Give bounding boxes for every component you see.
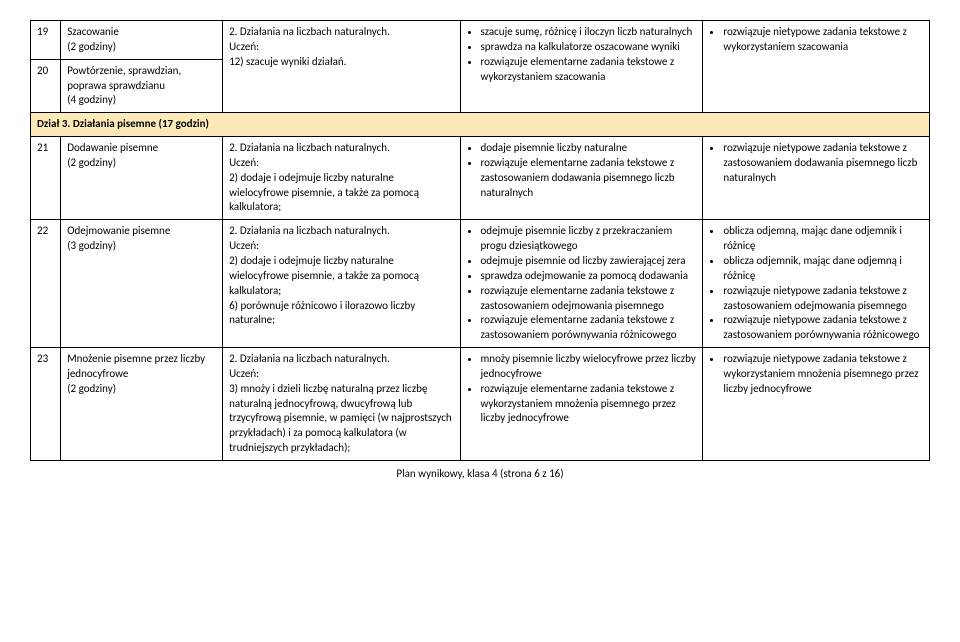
list-item: mnoży pisemnie liczby wielocyfrowe przez…: [481, 352, 697, 382]
core-cell: 2. Działania na liczbach naturalnych. Uc…: [223, 220, 460, 348]
core-item: 6) porównuje różnicowo i ilorazowo liczb…: [229, 299, 415, 327]
table-row: 21 Dodawanie pisemne (2 godziny) 2. Dzia…: [31, 137, 930, 220]
core-label: Uczeń:: [229, 156, 259, 169]
ext-cell: oblicza odjemną, mając dane odjemnik i r…: [703, 220, 930, 348]
list-item: oblicza odjemną, mając dane odjemnik i r…: [723, 224, 923, 254]
basic-cell: odejmuje pisemnie liczby z przekraczanie…: [460, 220, 703, 348]
core-item: 2) dodaje i odejmuje liczby naturalne wi…: [229, 171, 419, 214]
table-row: 19 Szacowanie (2 godziny) 2. Działania n…: [31, 21, 930, 60]
list-item: rozwiązuje nietypowe zadania tekstowe z …: [723, 352, 923, 397]
core-label: Uczeń:: [229, 239, 259, 252]
curriculum-table: 19 Szacowanie (2 godziny) 2. Działania n…: [30, 20, 930, 461]
list-item: rozwiązuje elementarne zadania tekstowe …: [481, 156, 697, 201]
list-item: rozwiązuje elementarne zadania tekstowe …: [481, 382, 697, 427]
row-number: 22: [31, 220, 61, 348]
core-title: 2. Działania na liczbach naturalnych.: [229, 224, 390, 237]
page-footer: Plan wynikowy, klasa 4 (strona 6 z 16): [30, 467, 930, 480]
list-item: sprawdza odejmowanie za pomocą dodawania: [481, 269, 697, 284]
list-item: odejmuje pisemnie liczby z przekraczanie…: [481, 224, 697, 254]
core-title: 2. Działania na liczbach naturalnych.: [229, 25, 390, 38]
topic-cell: Powtórzenie, sprawdzian, poprawa sprawdz…: [61, 59, 223, 113]
core-title: 2. Działania na liczbach naturalnych.: [229, 141, 390, 154]
core-item: 12) szacuje wyniki działań.: [229, 55, 346, 68]
section-row: Dział 3. Działania pisemne (17 godzin): [31, 113, 930, 137]
list-item: szacuje sumę, różnicę i iloczyn liczb na…: [481, 25, 697, 40]
row-number: 21: [31, 137, 61, 220]
basic-cell: mnoży pisemnie liczby wielocyfrowe przez…: [460, 348, 703, 461]
section-title: Dział 3. Działania pisemne (17 godzin): [31, 113, 930, 137]
row-number: 19: [31, 21, 61, 60]
topic-cell: Odejmowanie pisemne (3 godziny): [61, 220, 223, 348]
list-item: rozwiązuje nietypowe zadania tekstowe z …: [723, 284, 923, 314]
list-item: rozwiązuje elementarne zadania tekstowe …: [481, 284, 697, 314]
list-item: rozwiązuje nietypowe zadania tekstowe z …: [723, 25, 923, 55]
core-item: 3) mnoży i dzieli liczbę naturalną przez…: [229, 382, 452, 454]
list-item: rozwiązuje elementarne zadania tekstowe …: [481, 55, 697, 85]
core-item: 2) dodaje i odejmuje liczby naturalne wi…: [229, 254, 419, 297]
core-title: 2. Działania na liczbach naturalnych.: [229, 352, 390, 365]
list-item: oblicza odjemnik, mając dane odjemną i r…: [723, 254, 923, 284]
row-number: 23: [31, 348, 61, 461]
row-number: 20: [31, 59, 61, 113]
ext-cell: rozwiązuje nietypowe zadania tekstowe z …: [703, 21, 930, 113]
ext-cell: rozwiązuje nietypowe zadania tekstowe z …: [703, 137, 930, 220]
topic-cell: Szacowanie (2 godziny): [61, 21, 223, 60]
list-item: rozwiązuje nietypowe zadania tekstowe z …: [723, 141, 923, 186]
list-item: odejmuje pisemnie od liczby zawierającej…: [481, 254, 697, 269]
topic-cell: Mnożenie pisemne przez liczby jednocyfro…: [61, 348, 223, 461]
basic-cell: szacuje sumę, różnicę i iloczyn liczb na…: [460, 21, 703, 113]
ext-cell: rozwiązuje nietypowe zadania tekstowe z …: [703, 348, 930, 461]
core-cell: 2. Działania na liczbach naturalnych. Uc…: [223, 348, 460, 461]
list-item: rozwiązuje elementarne zadania tekstowe …: [481, 313, 697, 343]
core-label: Uczeń:: [229, 40, 259, 53]
table-row: 22 Odejmowanie pisemne (3 godziny) 2. Dz…: [31, 220, 930, 348]
core-cell: 2. Działania na liczbach naturalnych. Uc…: [223, 21, 460, 113]
list-item: dodaje pisemnie liczby naturalne: [481, 141, 697, 156]
table-row: 23 Mnożenie pisemne przez liczby jednocy…: [31, 348, 930, 461]
core-cell: 2. Działania na liczbach naturalnych. Uc…: [223, 137, 460, 220]
basic-cell: dodaje pisemnie liczby naturalne rozwiąz…: [460, 137, 703, 220]
topic-cell: Dodawanie pisemne (2 godziny): [61, 137, 223, 220]
core-label: Uczeń:: [229, 367, 259, 380]
list-item: rozwiązuje nietypowe zadania tekstowe z …: [723, 313, 923, 343]
list-item: sprawdza na kalkulatorze oszacowane wyni…: [481, 40, 697, 55]
